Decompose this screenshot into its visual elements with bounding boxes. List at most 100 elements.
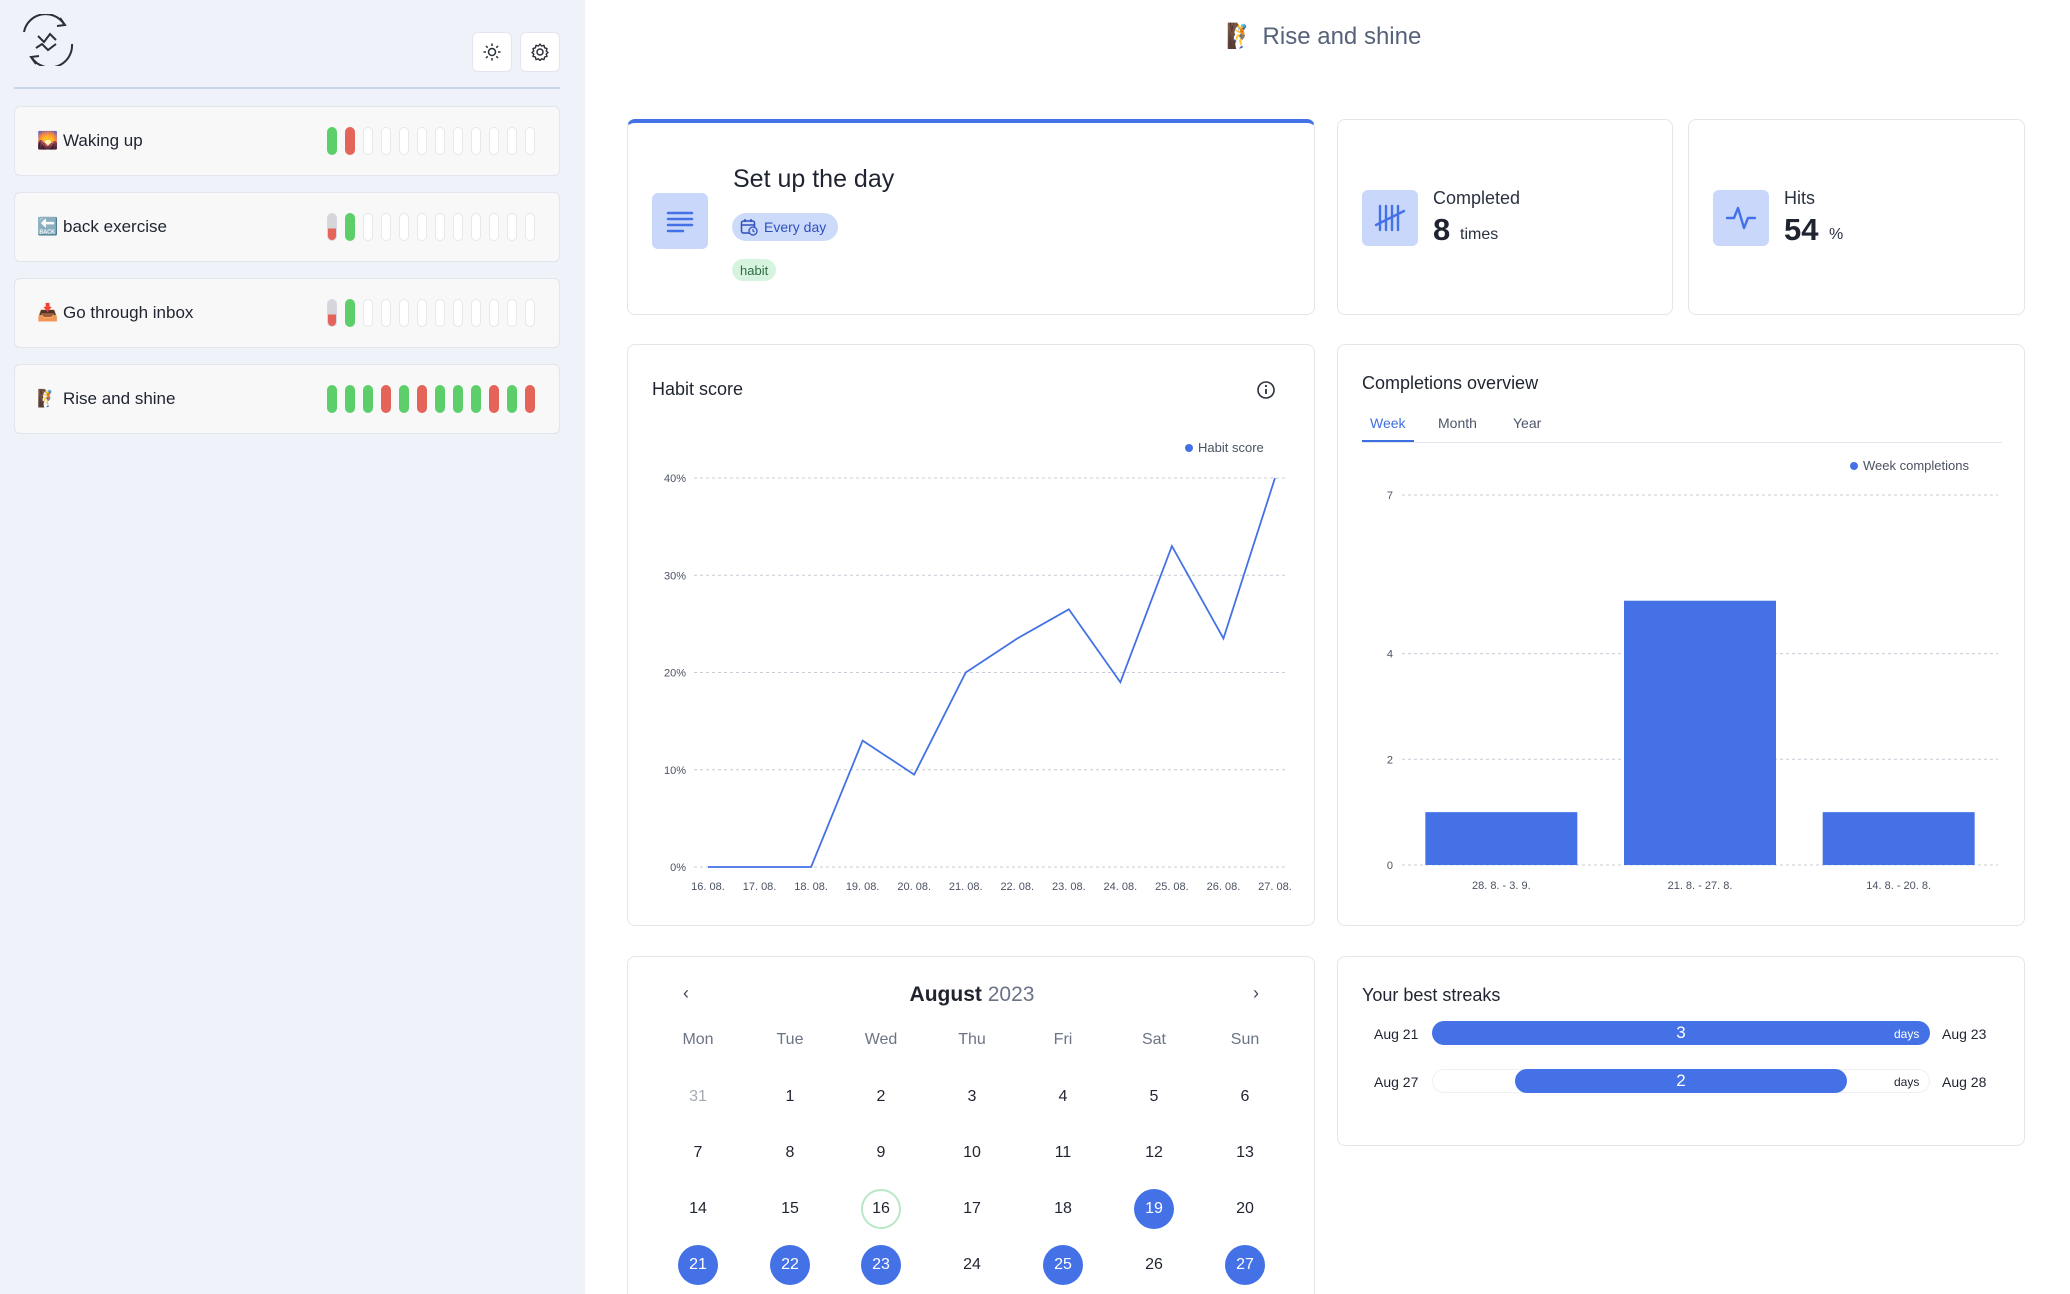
history-pill[interactable]: [435, 385, 445, 413]
history-pill[interactable]: [525, 213, 535, 241]
calendar-day[interactable]: 22: [770, 1245, 810, 1285]
history-pill[interactable]: [507, 299, 517, 327]
completed-label: Completed: [1433, 188, 1521, 208]
history-pill[interactable]: [399, 299, 409, 327]
calendar-day[interactable]: 11: [1054, 1144, 1072, 1161]
history-pill[interactable]: [453, 127, 463, 155]
calendar-day[interactable]: 4: [1058, 1088, 1068, 1105]
history-pill[interactable]: [471, 213, 481, 241]
calendar-day[interactable]: 26: [1145, 1256, 1163, 1273]
history-pill[interactable]: [471, 385, 481, 413]
calendar-day[interactable]: 1: [785, 1088, 795, 1105]
history-pill[interactable]: [399, 385, 409, 413]
completed-stat-card: Completed 8 times: [1337, 119, 1673, 315]
history-pill[interactable]: [453, 299, 463, 327]
history-pill[interactable]: [525, 385, 535, 413]
history-pill[interactable]: [417, 127, 427, 155]
calendar-day[interactable]: 16: [861, 1189, 901, 1229]
history-pill[interactable]: [381, 299, 391, 327]
calendar-day[interactable]: 23: [861, 1245, 901, 1285]
history-pill[interactable]: [399, 127, 409, 155]
history-pill[interactable]: [435, 299, 445, 327]
history-pill[interactable]: [363, 127, 373, 155]
calendar-day[interactable]: 12: [1145, 1144, 1163, 1161]
calendar-day[interactable]: 31: [689, 1088, 707, 1105]
history-pill[interactable]: [327, 127, 337, 155]
history-pill[interactable]: [507, 213, 517, 241]
streaks-card: Your best streaks Aug 21 3 days Aug 23 Aug 2…: [1337, 956, 2025, 1146]
calendar-day[interactable]: 21: [678, 1245, 718, 1285]
calendar-day[interactable]: 15: [781, 1200, 799, 1217]
history-pill[interactable]: [399, 213, 409, 241]
history-pill[interactable]: [435, 213, 445, 241]
active-tab-indicator: [1362, 440, 1414, 442]
history-pill[interactable]: [507, 385, 517, 413]
history-pill[interactable]: [489, 213, 499, 241]
sidebar-habit-item[interactable]: 📥 Go through inbox: [14, 278, 560, 348]
calendar-day[interactable]: 9: [876, 1144, 886, 1161]
history-pill[interactable]: [381, 127, 391, 155]
history-pill[interactable]: [471, 299, 481, 327]
history-pill[interactable]: [525, 299, 535, 327]
history-pill[interactable]: [363, 385, 373, 413]
streaks-title: Your best streaks: [1362, 985, 1501, 1005]
history-pill[interactable]: [363, 299, 373, 327]
app-logo[interactable]: [16, 13, 80, 69]
calendar-day[interactable]: 25: [1043, 1245, 1083, 1285]
tab-year[interactable]: Year: [1513, 415, 1542, 431]
history-pill[interactable]: [489, 385, 499, 413]
history-pill[interactable]: [453, 385, 463, 413]
calendar-day[interactable]: 6: [1240, 1088, 1250, 1105]
history-pill[interactable]: [417, 213, 427, 241]
calendar-day[interactable]: 20: [1236, 1200, 1254, 1217]
info-icon[interactable]: [1255, 379, 1277, 401]
calendar-day[interactable]: 8: [785, 1144, 795, 1161]
next-month-button[interactable]: ›: [1253, 983, 1259, 1003]
history-pill[interactable]: [453, 213, 463, 241]
history-pill[interactable]: [345, 385, 355, 413]
history-pill[interactable]: [345, 213, 355, 241]
sidebar-habit-item[interactable]: 🌄 Waking up: [14, 106, 560, 176]
history-pill[interactable]: [381, 213, 391, 241]
calendar-day[interactable]: 3: [967, 1088, 977, 1105]
y-tick-label: 2: [1387, 754, 1393, 766]
history-pill[interactable]: [327, 299, 337, 327]
history-pill[interactable]: [417, 299, 427, 327]
history-pill[interactable]: [489, 299, 499, 327]
history-pill[interactable]: [327, 385, 337, 413]
history-pill[interactable]: [345, 127, 355, 155]
history-pill[interactable]: [435, 127, 445, 155]
tab-week[interactable]: Week: [1370, 415, 1406, 431]
history-pill[interactable]: [471, 127, 481, 155]
calendar-day[interactable]: 13: [1236, 1144, 1254, 1161]
tab-month[interactable]: Month: [1438, 415, 1477, 431]
prev-month-button[interactable]: ‹: [683, 983, 689, 1003]
calendar-day[interactable]: 27: [1225, 1245, 1265, 1285]
calendar-day[interactable]: 2: [876, 1088, 886, 1105]
calendar-day[interactable]: 17: [963, 1200, 981, 1217]
history-pill[interactable]: [525, 127, 535, 155]
calendar-day[interactable]: 5: [1149, 1088, 1159, 1105]
history-pill[interactable]: [417, 385, 427, 413]
calendar-day[interactable]: 10: [963, 1144, 981, 1161]
weekday-label: Sat: [1141, 1031, 1166, 1048]
calendar-day[interactable]: 7: [693, 1144, 703, 1161]
calendar-day[interactable]: 14: [689, 1200, 707, 1217]
history-pill[interactable]: [345, 299, 355, 327]
sidebar-habit-item[interactable]: 🧗 Rise and shine: [14, 364, 560, 434]
weekday-label: Wed: [864, 1031, 898, 1048]
y-tick-label: 0: [1387, 860, 1393, 872]
calendar-day[interactable]: 18: [1054, 1200, 1072, 1217]
history-pill[interactable]: [489, 127, 499, 155]
completions-card: Completions overview Week Month Year 0 2 4 7 2…: [1337, 344, 2025, 926]
calendar-day[interactable]: 19: [1134, 1189, 1174, 1229]
history-pill[interactable]: [381, 385, 391, 413]
theme-toggle-button[interactable]: [472, 32, 512, 72]
settings-button[interactable]: [520, 32, 560, 72]
history-pill[interactable]: [507, 127, 517, 155]
history-pill[interactable]: [363, 213, 373, 241]
sidebar-habit-item[interactable]: 🔙 back exercise: [14, 192, 560, 262]
legend-label: Week completions: [1863, 458, 1969, 473]
calendar-day[interactable]: 24: [963, 1256, 981, 1273]
history-pill[interactable]: [327, 213, 337, 241]
